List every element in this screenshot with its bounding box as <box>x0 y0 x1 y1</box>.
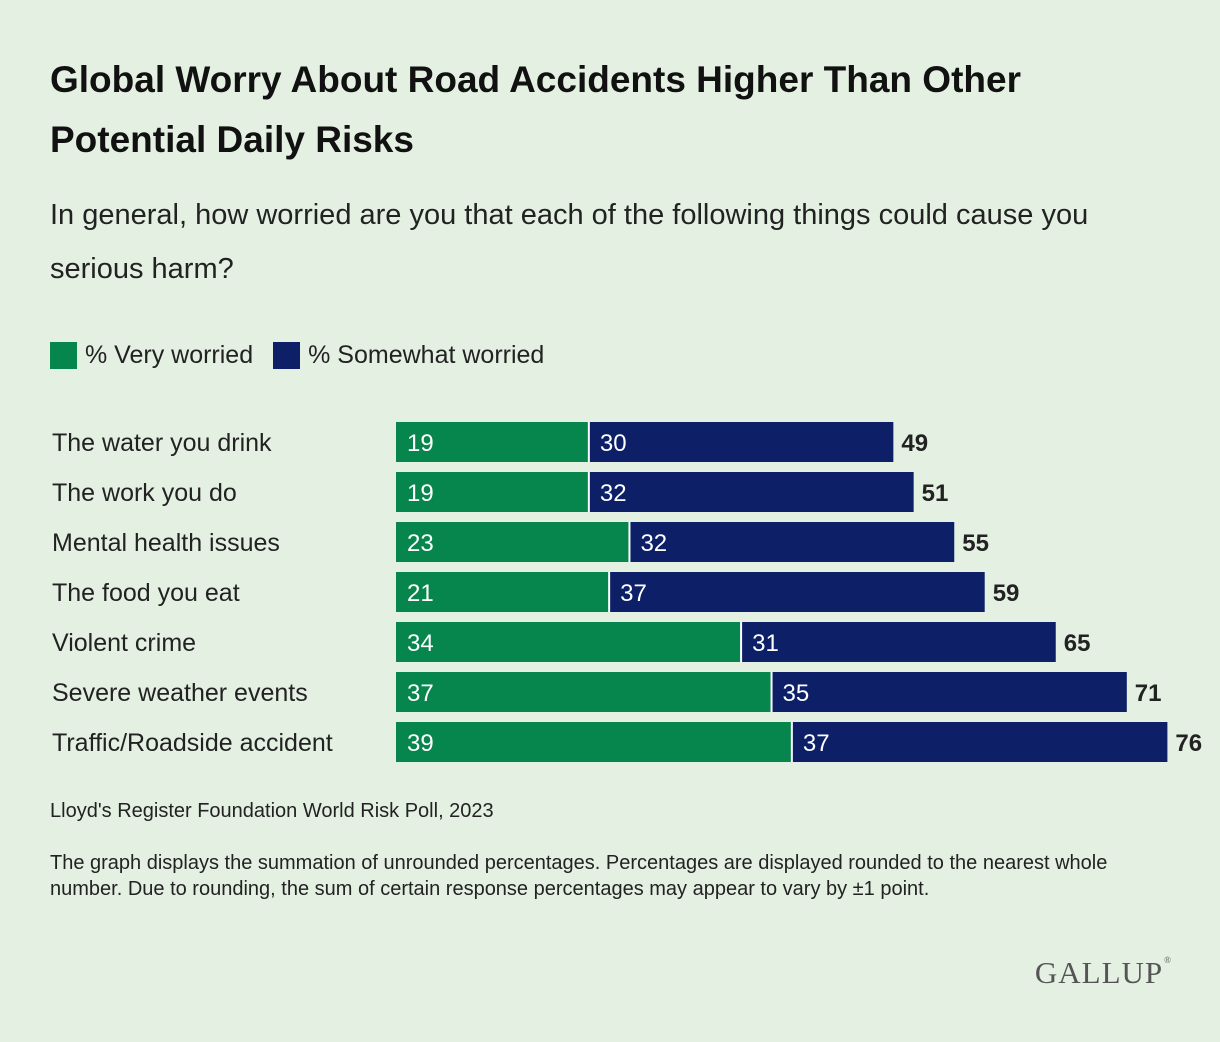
chart-title: Global Worry About Road Accidents Higher… <box>50 59 1021 160</box>
total-label: 65 <box>1064 630 1091 657</box>
bar-somewhat-worried <box>629 522 955 562</box>
bar-very-worried <box>396 472 589 512</box>
value-label-very-worried: 39 <box>407 730 434 757</box>
value-label-very-worried: 23 <box>407 530 434 557</box>
value-label-very-worried: 34 <box>407 630 434 657</box>
category-label: Violent crime <box>52 629 196 657</box>
bar-very-worried <box>396 672 772 712</box>
total-label: 55 <box>962 530 989 557</box>
total-label: 71 <box>1135 680 1162 707</box>
value-label-somewhat-worried: 30 <box>600 430 627 457</box>
bar-somewhat-worried <box>791 722 1168 762</box>
category-label: Severe weather events <box>52 679 308 707</box>
value-label-very-worried: 37 <box>407 680 434 707</box>
bar-very-worried <box>396 722 792 762</box>
value-label-very-worried: 19 <box>407 480 434 507</box>
registered-mark: ® <box>1164 955 1172 965</box>
bar-very-worried <box>396 522 630 562</box>
value-label-somewhat-worried: 37 <box>620 580 647 607</box>
gallup-logo-text: GALLUP <box>1034 955 1164 990</box>
category-label: The work you do <box>52 479 237 507</box>
legend-swatch-somewhat-worried <box>273 341 301 369</box>
legend: % Very worried % Somewhat worried <box>50 338 564 372</box>
legend-label-very-worried: % Very worried <box>85 340 254 369</box>
footnote: The graph displays the summation of unro… <box>50 852 1108 900</box>
gallup-logo: GALLUP® <box>1035 955 1172 991</box>
total-label: 59 <box>993 580 1020 607</box>
chart-subtitle: In general, how worried are you that eac… <box>50 199 1089 285</box>
bar-somewhat-worried <box>588 422 894 462</box>
value-label-somewhat-worried: 35 <box>783 680 810 707</box>
source-text: Lloyd's Register Foundation World Risk P… <box>50 800 494 822</box>
legend-item-somewhat-worried: % Somewhat worried <box>273 341 544 370</box>
bar-chart: The water you drink 19 30 49 The work you do… <box>52 422 1202 762</box>
bar-somewhat-worried <box>771 672 1127 712</box>
total-label: 76 <box>1175 730 1202 757</box>
bar-very-worried <box>396 422 589 462</box>
value-label-somewhat-worried: 32 <box>600 480 627 507</box>
category-label: Mental health issues <box>52 529 280 557</box>
legend-item-very-worried: % Very worried <box>50 341 253 370</box>
bar-very-worried <box>396 622 742 662</box>
legend-swatch-very-worried <box>50 341 77 369</box>
total-label: 49 <box>901 430 928 457</box>
value-label-somewhat-worried: 37 <box>803 730 830 757</box>
bar-very-worried <box>396 572 610 612</box>
category-label: Traffic/Roadside accident <box>52 729 333 757</box>
value-label-somewhat-worried: 31 <box>752 630 779 657</box>
total-label: 51 <box>922 480 949 507</box>
category-label: The food you eat <box>52 579 240 607</box>
legend-label-somewhat-worried: % Somewhat worried <box>308 340 545 369</box>
value-label-very-worried: 19 <box>407 430 434 457</box>
value-label-somewhat-worried: 32 <box>640 530 667 557</box>
value-label-very-worried: 21 <box>407 580 434 607</box>
bar-somewhat-worried <box>741 622 1056 662</box>
bar-somewhat-worried <box>609 572 985 612</box>
category-label: The water you drink <box>52 429 272 457</box>
bar-somewhat-worried <box>588 472 914 512</box>
